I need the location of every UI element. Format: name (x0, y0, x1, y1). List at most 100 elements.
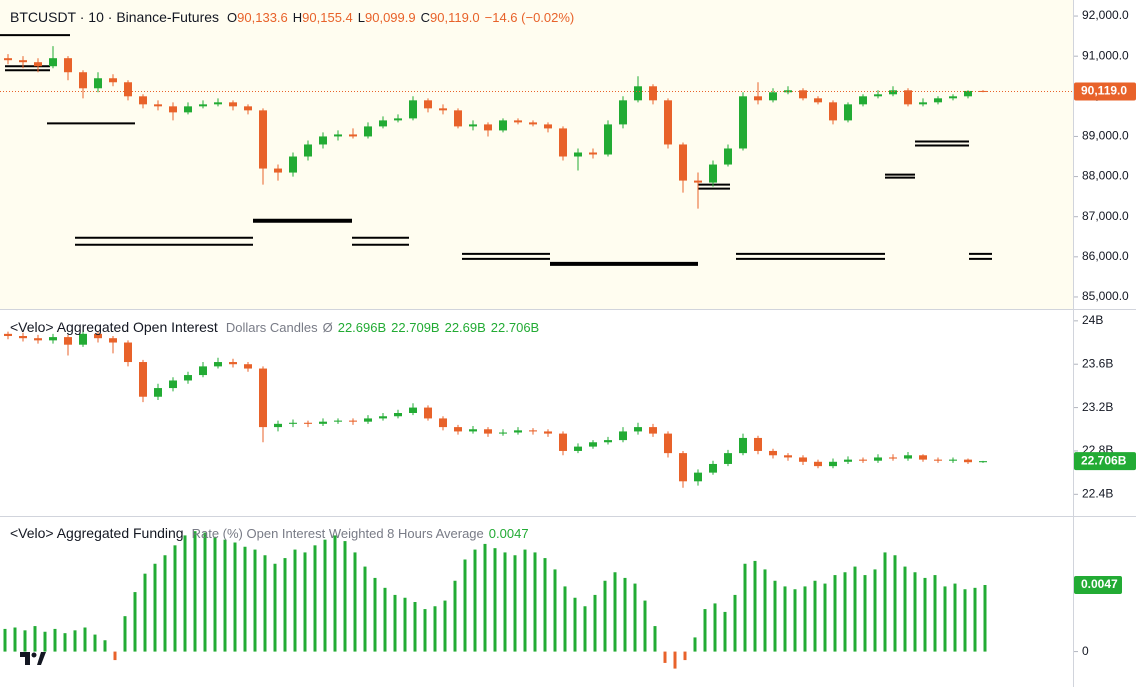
funding-bar (963, 589, 967, 652)
funding-bar (3, 628, 7, 652)
last-value-label: 90,119.0 (1081, 84, 1127, 98)
candle-body (274, 423, 282, 428)
candle-body (979, 461, 987, 463)
funding-bar (803, 586, 807, 652)
legend-title: BTCUSDT · 10 · Binance-Futures (10, 9, 220, 25)
candle-body (469, 429, 477, 432)
candle-body (49, 337, 57, 341)
candle-body (499, 120, 507, 131)
funding-bar (83, 627, 87, 652)
candle-body (559, 433, 567, 451)
candle-body (514, 430, 522, 433)
funding-bar (253, 549, 257, 652)
candle-body (724, 148, 732, 165)
candle-body (814, 461, 822, 467)
price-legend: BTCUSDT · 10 · Binance-Futures O90,133.6 H… (10, 9, 579, 25)
funding-bar (873, 569, 877, 652)
candle-body (124, 342, 132, 363)
legend-key: C (420, 10, 430, 25)
candle-body (739, 96, 747, 149)
candle-body (304, 422, 312, 424)
funding-bar (653, 626, 657, 652)
candle-body (604, 124, 612, 155)
candle-body (394, 118, 402, 121)
funding-bar (23, 630, 27, 652)
funding-bar (403, 597, 407, 652)
funding-bar (733, 594, 737, 652)
legend-key: L (357, 10, 365, 25)
candle-body (334, 134, 342, 137)
candle-body (184, 375, 192, 381)
funding-bar (783, 586, 787, 652)
candle-body (409, 407, 417, 413)
candle-body (529, 122, 537, 125)
candle-body (679, 144, 687, 181)
candle-body (604, 440, 612, 443)
candle-body (109, 78, 117, 83)
candle-body (349, 420, 357, 422)
candle-body (64, 337, 72, 345)
y-tick-label: 23.6B (1082, 356, 1113, 370)
candle-body (559, 128, 567, 157)
funding-bar (543, 558, 547, 652)
legend-value: 90,119.0 (430, 10, 480, 25)
candle-body (529, 430, 537, 432)
funding-bar (373, 577, 377, 652)
funding-bar (563, 586, 567, 652)
funding-bar (933, 575, 937, 652)
legend-value: 22.706B (490, 320, 540, 335)
candle-body (79, 333, 87, 345)
candle-body (919, 102, 927, 105)
funding-bar (743, 563, 747, 652)
y-tick-label: 23.2B (1082, 400, 1113, 414)
candle-body (964, 459, 972, 463)
candle-body (4, 58, 12, 61)
funding-bar (633, 583, 637, 652)
candle-body (829, 102, 837, 121)
legend-subtitle: Dollars Candles (225, 320, 318, 335)
legend-value: 0.0047 (488, 526, 529, 541)
candle-body (499, 432, 507, 434)
funding-bar (243, 546, 247, 652)
legend-symbol: Ø (322, 320, 333, 335)
candle-body (949, 96, 957, 99)
funding-bar (673, 651, 677, 669)
funding-bar (13, 627, 17, 652)
funding-bar (703, 609, 707, 652)
funding-bar (33, 626, 37, 652)
funding-bar (523, 549, 527, 652)
funding-bar (973, 587, 977, 652)
funding-bar (493, 548, 497, 652)
funding-bar (293, 549, 297, 652)
candle-body (619, 431, 627, 441)
candle-body (784, 90, 792, 93)
legend-value: 90,099.9 (365, 10, 416, 25)
candle-body (754, 96, 762, 101)
candle-body (19, 336, 27, 339)
candle-body (844, 459, 852, 462)
funding-bar (333, 535, 337, 652)
candle-body (484, 124, 492, 131)
funding-bar (813, 580, 817, 652)
funding-bar (693, 637, 697, 652)
funding-bar (883, 552, 887, 652)
candle-body (469, 124, 477, 127)
funding-bar (593, 594, 597, 652)
candle-body (154, 388, 162, 397)
funding-bar (483, 543, 487, 652)
funding-bar (263, 555, 267, 652)
funding-bar (893, 555, 897, 652)
candle-body (184, 106, 192, 113)
y-tick-label: 0 (1082, 644, 1089, 658)
funding-bar (643, 600, 647, 652)
candle-body (919, 455, 927, 460)
candle-body (319, 136, 327, 145)
candle-body (979, 90, 987, 92)
candle-body (199, 104, 207, 107)
candle-body (304, 144, 312, 157)
candle-body (799, 457, 807, 462)
funding-bar (513, 555, 517, 652)
candle-body (214, 362, 222, 367)
candle-body (709, 164, 717, 183)
